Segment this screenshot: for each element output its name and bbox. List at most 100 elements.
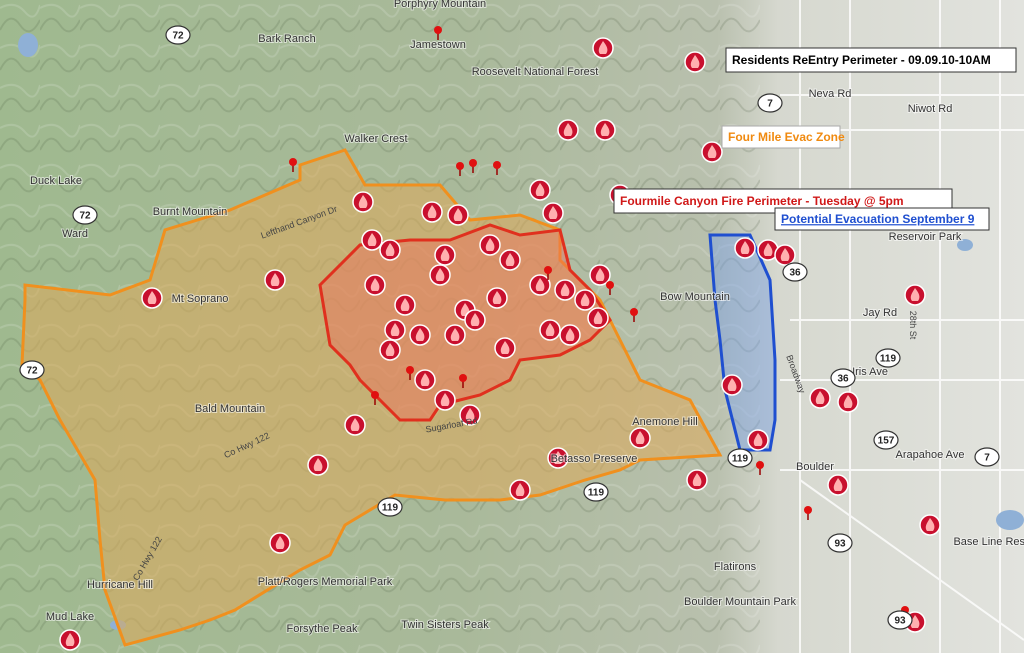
road-label: 28th St xyxy=(908,311,918,340)
fire-icon xyxy=(774,244,796,266)
pin-head xyxy=(756,461,764,469)
flame xyxy=(505,253,515,266)
flame xyxy=(440,393,450,406)
fire-icon xyxy=(904,284,926,306)
fire-icon xyxy=(701,141,723,163)
flame xyxy=(465,408,475,421)
flame xyxy=(565,328,575,341)
fire-icon xyxy=(409,324,431,346)
fire-icon xyxy=(747,429,769,451)
fire-icon xyxy=(459,404,481,426)
flame xyxy=(910,288,920,301)
fire-icon xyxy=(547,447,569,469)
flame xyxy=(580,293,590,306)
place-label: Bark Ranch xyxy=(258,33,315,45)
place-label: Anemone Hill xyxy=(632,416,697,428)
flame xyxy=(707,145,717,158)
flame xyxy=(500,341,510,354)
flame xyxy=(470,313,480,326)
place-label: Neva Rd xyxy=(809,88,852,100)
fire-icon xyxy=(479,234,501,256)
flame xyxy=(925,518,935,531)
flame xyxy=(635,431,645,444)
fire-icon xyxy=(59,629,81,651)
place-label: Flatirons xyxy=(714,561,757,573)
highway-shield xyxy=(875,348,901,368)
fire-icon xyxy=(734,237,756,259)
fire-icon xyxy=(827,474,849,496)
flame xyxy=(545,323,555,336)
place-label: Roosevelt National Forest xyxy=(472,66,599,78)
place-label: Duck Lake xyxy=(30,175,82,187)
pin-head xyxy=(289,158,297,166)
shield-number: 119 xyxy=(588,488,605,499)
fire-icon xyxy=(444,324,466,346)
fire-icon xyxy=(434,389,456,411)
flame xyxy=(440,248,450,261)
callout-box xyxy=(774,207,990,231)
pin-head xyxy=(544,266,552,274)
flame xyxy=(833,478,843,491)
flame xyxy=(453,208,463,221)
fire-icon xyxy=(684,51,706,73)
fire-icon xyxy=(686,469,708,491)
fire-icon xyxy=(384,319,406,341)
flame xyxy=(553,451,563,464)
fire-icon xyxy=(379,339,401,361)
shield-number: 36 xyxy=(837,374,849,385)
place-label: Mud Lake xyxy=(46,611,94,623)
callout-box xyxy=(721,125,841,149)
flame xyxy=(560,283,570,296)
fire-icon xyxy=(542,202,564,224)
place-label: Niwot Rd xyxy=(908,103,953,115)
shield-number: 36 xyxy=(789,268,801,279)
shield-number: 119 xyxy=(732,454,749,465)
shield-number: 119 xyxy=(880,354,897,365)
shield-number: 72 xyxy=(172,31,184,42)
flame xyxy=(367,233,377,246)
highway-shield xyxy=(583,482,609,502)
flame xyxy=(843,395,853,408)
evac-zone xyxy=(20,148,723,647)
flame xyxy=(420,373,430,386)
place-label: Jamestown xyxy=(410,39,466,51)
flame xyxy=(910,615,920,628)
fire-icon xyxy=(574,289,596,311)
fire-icon xyxy=(344,414,366,436)
callout-label: Residents ReEntry Perimeter - 09.09.10-1… xyxy=(732,53,991,67)
pin-head xyxy=(456,162,464,170)
flame xyxy=(270,273,280,286)
fire-icon xyxy=(592,37,614,59)
fire-icon xyxy=(464,309,486,331)
place-label: Boulder xyxy=(796,461,834,473)
flame xyxy=(727,378,737,391)
flame xyxy=(370,278,380,291)
fire-icon xyxy=(529,274,551,296)
place-label: Porphyry Mountain xyxy=(394,0,486,10)
fire-icon xyxy=(539,319,561,341)
flame xyxy=(358,195,368,208)
flame xyxy=(415,328,425,341)
place-label: Walker Crest xyxy=(344,133,407,145)
fire-icon xyxy=(559,324,581,346)
flame xyxy=(535,278,545,291)
fire-icon xyxy=(509,479,531,501)
highway-shield xyxy=(782,262,808,282)
fire-icon xyxy=(364,274,386,296)
shield-number: 93 xyxy=(834,539,846,550)
callout-box xyxy=(725,47,1017,73)
flame xyxy=(692,473,702,486)
flame xyxy=(492,291,502,304)
flame xyxy=(815,391,825,404)
flame xyxy=(450,328,460,341)
flame xyxy=(548,206,558,219)
highway-shield xyxy=(873,430,899,450)
highway-shield xyxy=(19,360,45,380)
place-label: Arapahoe Ave xyxy=(896,449,965,461)
highway-shield xyxy=(72,205,98,225)
highway-shield xyxy=(887,610,913,630)
flame xyxy=(563,123,573,136)
highway-shield xyxy=(830,368,856,388)
fire-icon xyxy=(494,337,516,359)
